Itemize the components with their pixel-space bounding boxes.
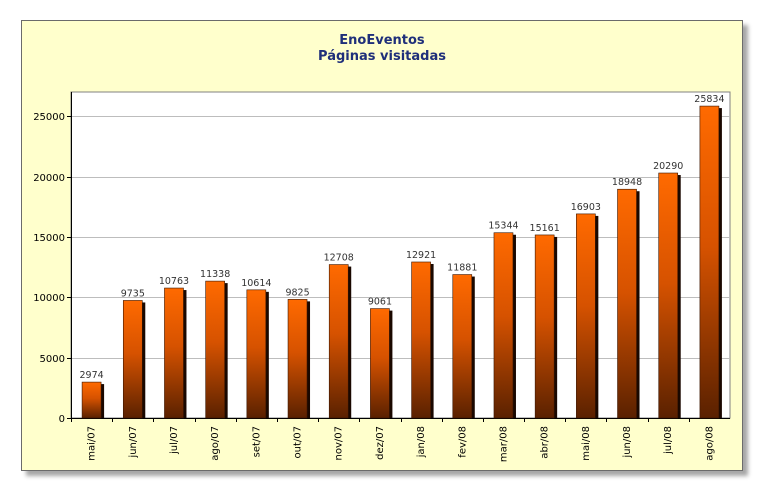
x-tick-label: fev/08 xyxy=(457,426,468,458)
data-label: 11338 xyxy=(200,269,230,280)
x-tick-label: jul/07 xyxy=(169,426,180,455)
data-label: 11881 xyxy=(447,263,477,274)
x-tick-label: ago/07 xyxy=(210,426,221,461)
bar xyxy=(205,280,225,419)
y-tick-label: 5000 xyxy=(40,354,65,365)
x-tick-label: jun/07 xyxy=(128,426,139,459)
y-tick-label: 0 xyxy=(59,414,65,425)
data-label: 9735 xyxy=(121,288,145,299)
x-tick-label: dez/07 xyxy=(375,426,386,460)
x-tick-label: ago/08 xyxy=(704,426,715,461)
y-tick-label: 25000 xyxy=(33,112,65,123)
data-label: 15161 xyxy=(530,223,560,234)
data-label: 9061 xyxy=(368,297,392,308)
data-label: 15344 xyxy=(488,221,518,232)
bar xyxy=(81,381,102,419)
bar xyxy=(699,105,720,419)
data-label: 12921 xyxy=(406,250,436,261)
x-tick-label: jun/08 xyxy=(622,426,633,459)
x-tick-label: mai/08 xyxy=(581,426,592,461)
y-tick-label: 20000 xyxy=(33,173,65,184)
chart-title-block: EnoEventos Páginas visitadas xyxy=(22,33,742,65)
data-label: 16903 xyxy=(571,202,601,213)
data-label: 20290 xyxy=(653,161,683,172)
x-tick-label: nov/07 xyxy=(334,426,345,460)
bar xyxy=(411,261,431,419)
data-label: 25834 xyxy=(694,94,724,105)
chart-subtitle: Páginas visitadas xyxy=(318,49,446,64)
y-tick-label: 15000 xyxy=(33,233,65,244)
bar xyxy=(122,300,143,419)
bar xyxy=(246,289,267,419)
x-tick-label: mai/07 xyxy=(87,426,98,461)
bar xyxy=(534,234,555,419)
chart-frame: EnoEventos Páginas visitadas 0 5000 10000 1… xyxy=(21,20,743,471)
bar xyxy=(370,308,390,419)
bar xyxy=(328,264,349,419)
bar xyxy=(658,172,679,419)
bar xyxy=(617,188,637,419)
x-tick-label: out/07 xyxy=(293,426,304,458)
data-label: 12708 xyxy=(324,253,354,264)
data-label: 2974 xyxy=(80,370,104,381)
chart-title: EnoEventos xyxy=(339,33,425,48)
data-label: 10614 xyxy=(241,278,271,289)
x-tick-label: jul/08 xyxy=(663,426,674,455)
x-tick-label: mar/08 xyxy=(498,426,509,462)
data-label: 10763 xyxy=(159,276,189,287)
bar-chart: 0 5000 10000 15000 20000 25000 2974 mai/07 9735 j… xyxy=(33,91,731,462)
bar xyxy=(164,287,184,419)
x-tick-label: set/07 xyxy=(251,426,262,457)
bar xyxy=(452,274,473,419)
data-label: 9825 xyxy=(285,287,309,298)
x-tick-label: jan/08 xyxy=(416,426,427,458)
bar xyxy=(576,213,596,419)
x-tick-label: abr/08 xyxy=(540,426,551,459)
data-label: 18948 xyxy=(612,177,642,188)
bar xyxy=(287,299,308,419)
y-tick-label: 10000 xyxy=(33,293,65,304)
bar xyxy=(493,232,514,419)
